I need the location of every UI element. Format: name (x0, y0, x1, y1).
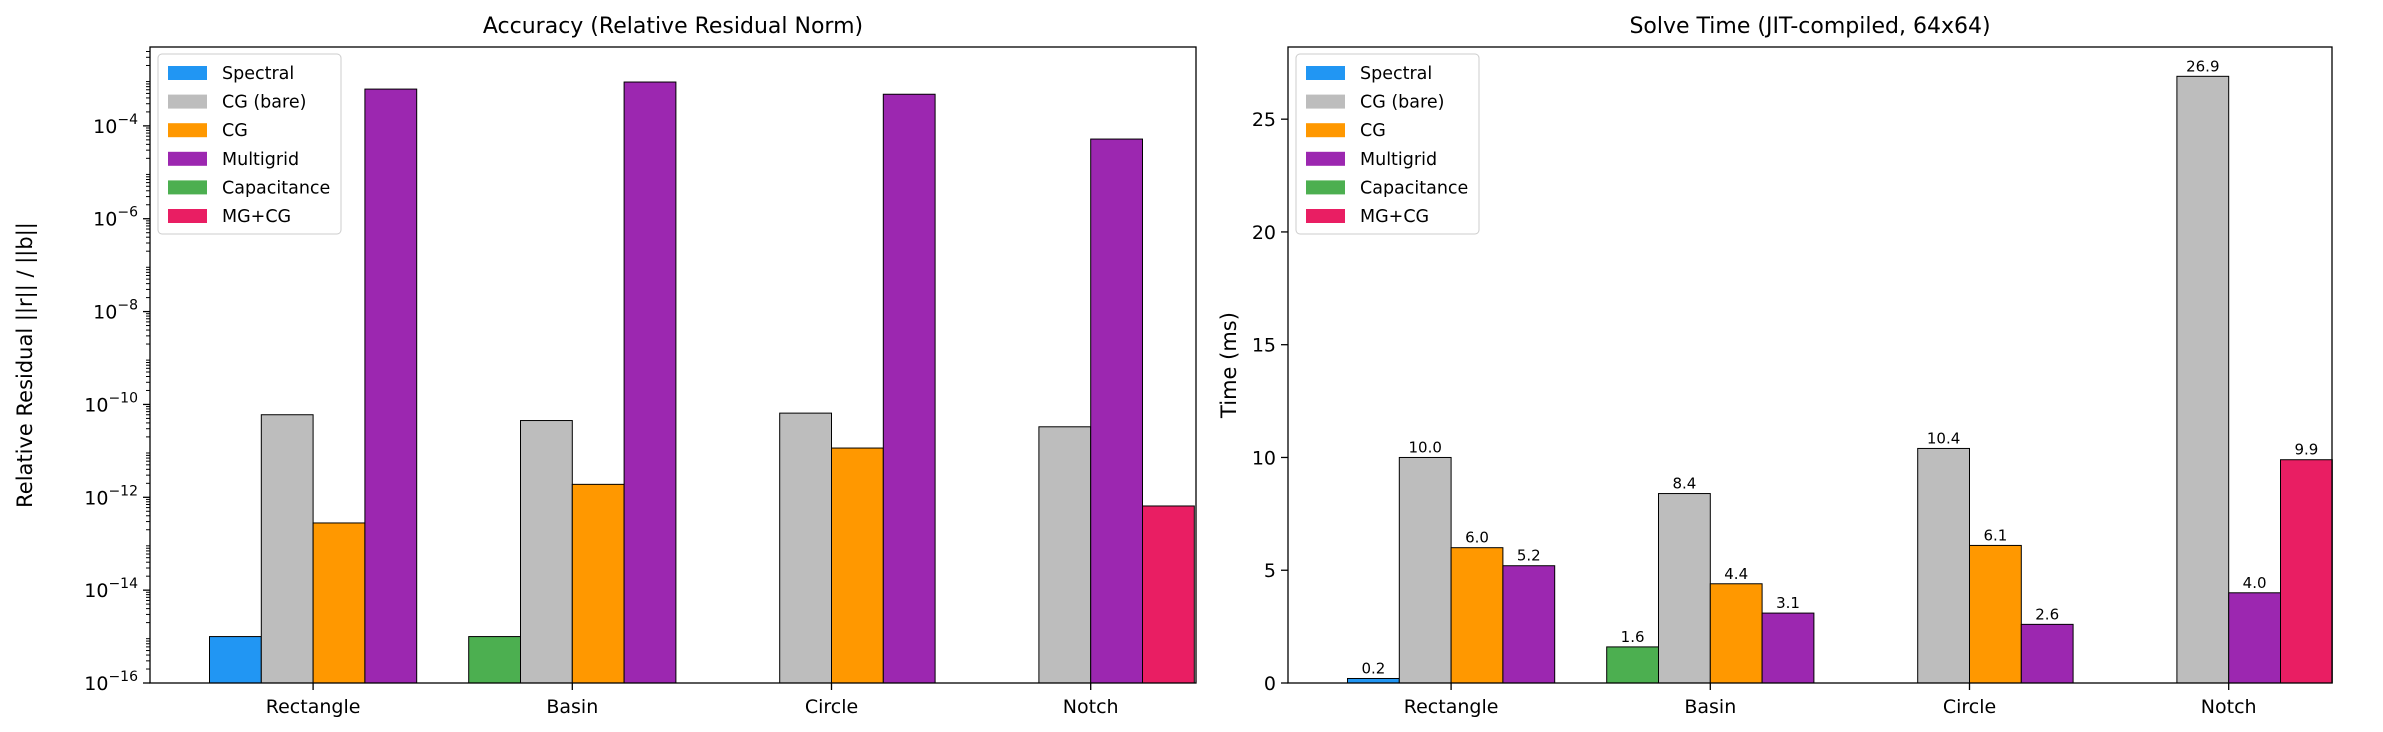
legend-label-mg-cg: MG+CG (1360, 207, 1429, 227)
legend: Spectral CG (bare) CG Multigrid Capacitance M… (157, 53, 342, 235)
bar-cg-basin (1709, 583, 1763, 684)
chart-title: Solve Time (JIT-compiled, 64x64) (1629, 14, 1990, 39)
legend-swatch-spectral (168, 66, 207, 80)
y-tick-label: 25 (1252, 109, 1276, 131)
legend-swatch-multigrid (1306, 151, 1345, 166)
value-label: 9.9 (2294, 441, 2318, 459)
legend-label-multigrid: Multigrid (222, 150, 299, 170)
legend: Spectral CG (bare) CG Multigrid Capacitance M… (1295, 53, 1480, 235)
legend-label-capacitance: Capacitance (222, 178, 330, 198)
bar-multigrid-basin (1761, 612, 1815, 684)
bar-multigrid-circle (2020, 623, 2074, 684)
bar-multigrid-basin (623, 81, 677, 684)
legend-swatch-cg (168, 123, 207, 138)
y-tick-label: 5 (1264, 560, 1276, 582)
bar-cg-rectangle (312, 522, 366, 684)
bar-multigrid-notch (2228, 592, 2281, 684)
legend-label-capacitance: Capacitance (1360, 178, 1468, 198)
bar-multigrid-rectangle (364, 88, 418, 684)
legend-swatch-cg (1306, 123, 1345, 138)
x-tick-label-basin: Basin (546, 696, 598, 718)
value-label: 5.2 (1517, 547, 1541, 565)
bar-cg-bare-notch (2176, 75, 2230, 684)
x-tick-label-rectangle: Rectangle (266, 696, 361, 718)
bar-mg-cg-notch (1142, 505, 1195, 684)
legend-label-mg-cg: MG+CG (222, 207, 291, 227)
y-axis-label: Time (ms) (1217, 312, 1241, 419)
bar-spectral-rectangle (1347, 677, 1400, 684)
value-label: 2.6 (2035, 605, 2059, 623)
value-label: 0.2 (1361, 659, 1385, 677)
value-label: 26.9 (2186, 57, 2219, 75)
legend-label-spectral: Spectral (222, 64, 294, 84)
bar-capacitance-basin (468, 636, 522, 684)
bar-cg-bare-circle (1917, 447, 1970, 684)
value-label: 8.4 (1672, 475, 1696, 493)
x-tick-label-notch: Notch (1063, 696, 1119, 718)
y-tick-label: 20 (1252, 222, 1276, 244)
legend-swatch-capacitance (168, 180, 207, 195)
y-tick-label: 10−12 (84, 483, 138, 509)
legend-swatch-cg-bare (168, 94, 207, 109)
y-tick-label: 10−14 (84, 576, 138, 602)
value-label: 3.1 (1776, 594, 1800, 612)
value-label: 4.0 (2243, 574, 2267, 592)
legend-label-cg: CG (1360, 121, 1386, 141)
bar-capacitance-basin (1606, 646, 1659, 684)
y-tick-label: 10 (1252, 447, 1276, 469)
x-tick-label-basin: Basin (1684, 696, 1736, 718)
y-tick-label: 10−8 (93, 298, 138, 324)
bar-cg-basin (571, 483, 625, 684)
value-label: 6.0 (1465, 529, 1489, 547)
bar-cg-bare-notch (1038, 426, 1092, 684)
legend-swatch-spectral (1306, 66, 1345, 80)
x-tick-label-rectangle: Rectangle (1404, 696, 1499, 718)
bar-cg-circle (831, 447, 884, 684)
y-tick-label: 10−10 (84, 390, 138, 416)
x-tick-label-notch: Notch (2201, 696, 2257, 718)
legend-swatch-multigrid (168, 151, 207, 166)
solve-time-chart: 0.2 10.0 6.0 5.2 1.6 8.4 4.4 3.1 10.4 6.1 2.6 26.9 4… (1217, 14, 2333, 718)
legend-label-cg-bare: CG (bare) (222, 93, 306, 113)
legend-swatch-capacitance (1306, 180, 1345, 195)
bar-multigrid-rectangle (1502, 565, 1556, 684)
value-label: 10.0 (1408, 438, 1441, 456)
x-tick-label-circle: Circle (1943, 696, 1996, 718)
bar-spectral-rectangle (209, 636, 262, 684)
bar-multigrid-notch (1090, 138, 1143, 684)
y-tick-label: 15 (1252, 335, 1276, 357)
legend-swatch-mg-cg (168, 209, 207, 223)
y-tick-label: 10−6 (93, 205, 138, 231)
legend-swatch-mg-cg (1306, 209, 1345, 223)
y-tick-label: 10−16 (84, 669, 138, 695)
bar-cg-circle (1969, 544, 2022, 684)
value-label: 10.4 (1927, 429, 1960, 447)
value-label: 1.6 (1621, 628, 1645, 646)
bar-cg-bare-circle (779, 412, 833, 684)
value-label: 4.4 (1724, 565, 1748, 583)
bar-multigrid-circle (882, 93, 936, 684)
legend-swatch-cg-bare (1306, 94, 1345, 109)
bar-cg-rectangle (1450, 547, 1504, 684)
accuracy-chart: 10−16 10−14 10−12 10−10 10−8 10−6 10−4 Rectangl… (13, 14, 1197, 718)
legend-label-spectral: Spectral (1360, 64, 1432, 84)
y-axis-label: Relative Residual ||r|| / ||b|| (13, 222, 38, 508)
bar-cg-bare-basin (1658, 493, 1711, 684)
legend-label-cg: CG (222, 121, 248, 141)
legend-label-multigrid: Multigrid (1360, 150, 1437, 170)
bar-cg-bare-rectangle (1398, 456, 1452, 684)
plot-frame (1287, 46, 2333, 684)
x-tick-label-circle: Circle (805, 696, 858, 718)
y-tick-label: 10−4 (93, 112, 138, 138)
legend-label-cg-bare: CG (bare) (1360, 93, 1444, 113)
value-label: 6.1 (1983, 526, 2007, 544)
bar-cg-bare-rectangle (260, 414, 314, 684)
bar-cg-bare-basin (520, 420, 573, 684)
y-tick-label: 0 (1264, 673, 1276, 695)
bar-mg-cg-notch (2280, 459, 2333, 684)
chart-title: Accuracy (Relative Residual Norm) (483, 14, 863, 39)
